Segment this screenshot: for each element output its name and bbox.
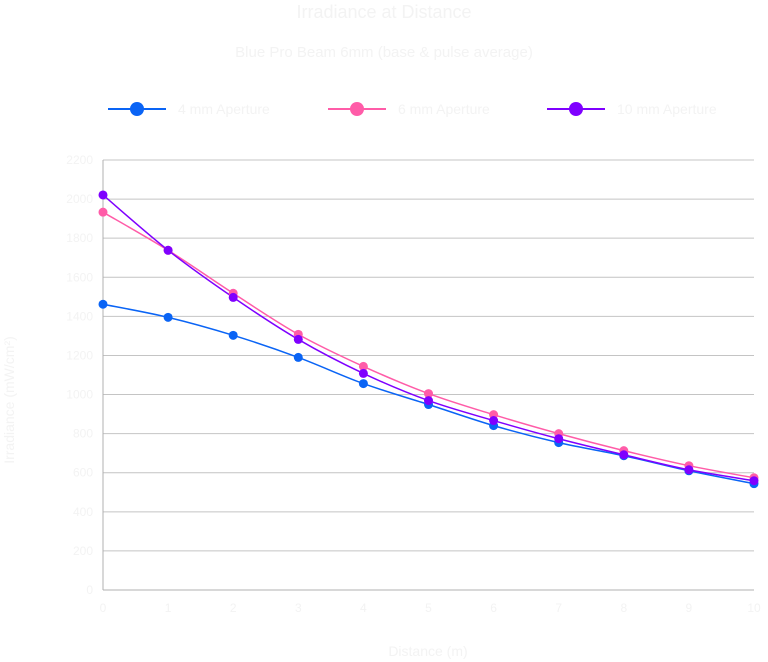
legend-item-6mm[interactable]: 6 mm Aperture	[328, 98, 490, 120]
data-point-2	[98, 190, 108, 200]
legend-label: 6 mm Aperture	[398, 101, 490, 117]
y-tick-label: 1800	[66, 231, 93, 245]
legend-marker-icon	[547, 98, 605, 120]
data-point-2	[554, 434, 564, 444]
data-point-2	[489, 416, 499, 426]
data-point-0	[358, 379, 368, 389]
data-point-0	[98, 299, 108, 309]
y-tick-label: 2000	[66, 192, 93, 206]
x-tick-label: 7	[555, 601, 562, 615]
y-tick-label: 600	[73, 466, 93, 480]
data-point-0	[163, 312, 173, 322]
data-point-2	[424, 396, 433, 406]
data-point-2	[749, 476, 759, 486]
data-point-2	[163, 245, 173, 255]
y-tick-label: 200	[73, 544, 93, 558]
x-tick-label: 8	[620, 601, 627, 615]
data-point-2	[293, 334, 303, 344]
chart-title: Irradiance at Distance	[296, 2, 472, 22]
x-tick-label: 0	[100, 601, 107, 615]
y-tick-label: 1200	[66, 348, 93, 362]
data-point-0	[293, 352, 303, 362]
chart-subtitle: Blue Pro Beam 6mm (base & pulse average)	[235, 44, 533, 61]
x-tick-label: 1	[165, 601, 172, 615]
y-tick-label: 1400	[66, 309, 93, 323]
x-tick-label: 6	[490, 601, 497, 615]
data-point-0	[228, 330, 238, 340]
y-tick-label: 800	[73, 427, 93, 441]
y-tick-label: 2200	[66, 153, 93, 167]
data-point-1	[358, 361, 368, 371]
y-axis-label: Irradiance (mW/cm²)	[1, 336, 17, 464]
legend-item-4mm[interactable]: 4 mm Aperture	[108, 98, 270, 120]
x-axis-label: Distance (m)	[388, 643, 467, 659]
y-tick-label: 0	[86, 583, 93, 597]
legend-marker-icon	[328, 98, 386, 120]
x-tick-label: 5	[425, 601, 432, 615]
legend-label: 4 mm Aperture	[178, 101, 270, 117]
data-point-1	[98, 207, 108, 217]
series-line-1	[102, 211, 755, 479]
x-tick-label: 4	[360, 601, 367, 615]
legend-item-10mm[interactable]: 10 mm Aperture	[547, 98, 717, 120]
legend-label: 10 mm Aperture	[617, 101, 717, 117]
data-point-2	[228, 292, 238, 302]
y-tick-label: 1600	[66, 270, 93, 284]
x-tick-label: 9	[686, 601, 693, 615]
data-point-2	[684, 465, 694, 475]
y-tick-label: 1000	[66, 388, 93, 402]
x-tick-label: 2	[230, 601, 237, 615]
data-point-2	[358, 368, 368, 378]
data-point-2	[619, 450, 629, 460]
x-tick-label: 3	[295, 601, 302, 615]
x-tick-label: 10	[747, 601, 761, 615]
data-point-1	[424, 389, 433, 399]
legend-marker-icon	[108, 98, 166, 120]
y-tick-label: 400	[73, 505, 93, 519]
